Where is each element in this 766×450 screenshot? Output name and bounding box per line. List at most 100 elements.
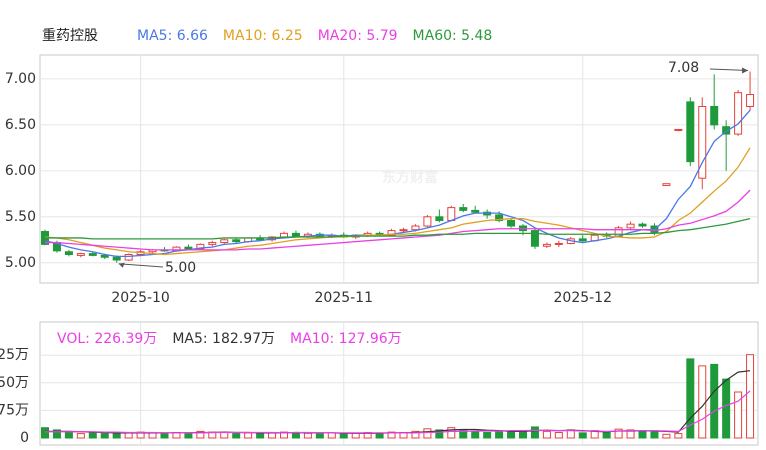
volume-bar	[638, 430, 647, 439]
arrow-head	[742, 67, 749, 74]
annotation: 7.08	[668, 60, 699, 76]
y-tick-label: 0	[20, 430, 29, 446]
y-tick-label: 6.50	[5, 117, 36, 133]
volume-bar	[626, 429, 635, 439]
candle-body	[542, 243, 551, 247]
volume-bar	[495, 431, 504, 439]
volume-bar	[542, 430, 551, 439]
annotation-arrow	[118, 263, 164, 268]
x-tick-label: 2025-10	[111, 290, 170, 306]
volume-bar	[614, 428, 623, 439]
candle-body	[578, 238, 587, 242]
volume-bar	[244, 432, 253, 439]
volume-bar	[602, 431, 611, 439]
volume-bar	[435, 429, 444, 439]
candle-body	[722, 126, 731, 135]
y-tick-label: 7.00	[5, 71, 36, 87]
volume-bar	[327, 432, 336, 439]
y-tick-label: 6.00	[5, 163, 36, 179]
candle-body	[626, 223, 635, 229]
volume-bar	[722, 378, 731, 439]
x-tick-label: 2025-12	[554, 290, 613, 306]
volume-bar	[184, 432, 193, 439]
volume-bar	[710, 363, 719, 439]
candle-body	[734, 92, 743, 135]
watermark: 东方财富	[382, 169, 438, 186]
volume-bar	[315, 433, 324, 439]
candle-body	[232, 239, 241, 243]
volume-bar	[52, 429, 61, 439]
arrow-head	[118, 262, 125, 268]
y-tick-label: 150万	[0, 375, 29, 391]
candle-body	[88, 253, 97, 256]
volume-bar	[423, 428, 432, 439]
volume-bar	[88, 432, 97, 439]
candle-body	[495, 214, 504, 221]
candle-body	[196, 243, 205, 250]
volume-bar	[220, 431, 229, 439]
candle-body	[746, 94, 755, 107]
candle-body	[674, 128, 683, 131]
volume-panel-frame	[39, 321, 759, 446]
legend-entry: MA5: 182.97万	[172, 331, 275, 347]
volume-ma-line	[45, 390, 751, 434]
volume-bar	[674, 433, 683, 439]
candle-body	[530, 230, 539, 247]
volume-bar	[160, 433, 169, 439]
volume-bar	[483, 431, 492, 439]
candle-body	[64, 251, 73, 255]
legend-entry: MA10: 127.96万	[290, 331, 402, 347]
legend-entry: MA20: 5.79	[318, 28, 398, 44]
volume-bar	[124, 432, 133, 439]
ma-line	[45, 218, 751, 240]
candle-body	[662, 183, 671, 187]
candle-body	[638, 223, 647, 227]
y-tick-label: 75万	[0, 402, 29, 418]
candle-body	[507, 219, 516, 227]
volume-bar	[303, 432, 312, 439]
ma-line	[44, 147, 751, 256]
stock-title: 重药控股	[42, 28, 98, 44]
volume-bar	[232, 433, 241, 439]
volume-bar	[411, 430, 420, 439]
candle-body	[112, 256, 121, 261]
legend-entry: MA60: 5.48	[413, 28, 493, 44]
volume-bar	[554, 431, 563, 439]
volume-bar	[280, 431, 288, 439]
candle-body	[554, 242, 563, 245]
candle-body	[387, 230, 396, 236]
candle-body	[220, 239, 229, 244]
volume-bar	[351, 432, 360, 439]
candle-body	[447, 207, 456, 221]
volume-bar	[41, 427, 49, 439]
volume-bar	[256, 432, 265, 439]
volume-bar	[662, 433, 671, 439]
annotation: 5.00	[165, 260, 196, 276]
candle-body	[76, 253, 85, 256]
volume-bar	[459, 430, 468, 439]
volume-bar	[148, 432, 157, 439]
candle-body	[399, 229, 408, 232]
candle-body	[435, 216, 444, 221]
volume-bar	[447, 427, 456, 439]
volume-bar	[64, 431, 73, 439]
volume-bar	[100, 433, 109, 439]
volume-bar	[698, 365, 707, 439]
volume-bar	[291, 432, 300, 439]
candle-body	[100, 254, 109, 258]
volume-bar	[76, 433, 85, 439]
volume-bar	[471, 430, 480, 439]
volume-bar	[746, 354, 755, 439]
volume-bar	[734, 391, 743, 439]
volume-bar	[686, 358, 695, 439]
volume-bar	[578, 432, 587, 439]
candle-body	[411, 225, 420, 231]
volume-bar	[196, 430, 205, 439]
candle-body	[710, 105, 719, 126]
legend-entry: MA10: 6.25	[223, 28, 303, 44]
candle-body	[184, 246, 193, 250]
y-tick-label: 5.00	[5, 255, 36, 271]
volume-bar	[375, 433, 384, 439]
